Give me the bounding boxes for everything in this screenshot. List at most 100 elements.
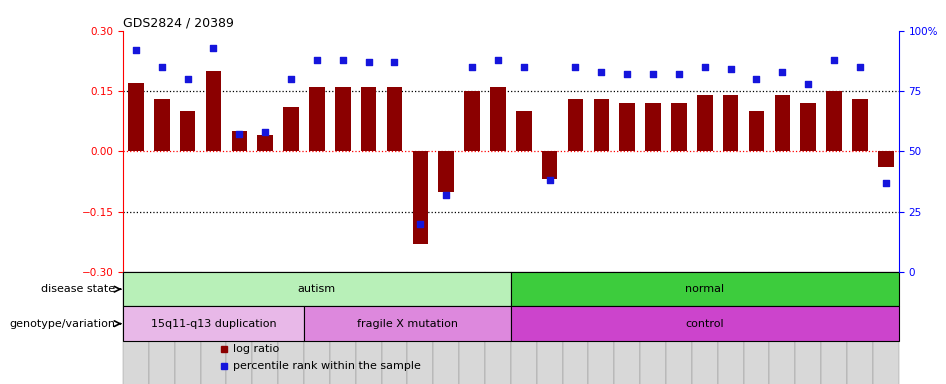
Bar — [614, 272, 640, 384]
Bar — [381, 272, 408, 384]
Text: disease state: disease state — [41, 284, 115, 294]
Bar — [588, 272, 614, 384]
Bar — [490, 87, 506, 151]
Text: percentile rank within the sample: percentile rank within the sample — [233, 361, 421, 371]
Point — [439, 192, 454, 198]
Bar — [180, 111, 196, 151]
Point — [723, 66, 738, 73]
Bar — [563, 272, 588, 384]
Bar — [852, 99, 867, 151]
Bar — [459, 272, 485, 384]
Bar — [149, 272, 175, 384]
Bar — [232, 131, 247, 151]
Text: genotype/variation: genotype/variation — [9, 319, 115, 329]
Bar — [123, 272, 511, 306]
Bar — [536, 272, 563, 384]
Point — [517, 64, 532, 70]
Point — [180, 76, 195, 82]
Bar — [175, 272, 201, 384]
Bar — [748, 111, 764, 151]
Bar — [511, 306, 899, 341]
Bar — [516, 111, 532, 151]
Bar — [511, 272, 536, 384]
Bar — [593, 99, 609, 151]
Point — [620, 71, 635, 77]
Point — [129, 47, 144, 53]
Bar — [796, 272, 821, 384]
Bar — [360, 87, 377, 151]
Point — [568, 64, 583, 70]
Bar — [304, 272, 330, 384]
Bar — [257, 135, 273, 151]
Point — [154, 64, 169, 70]
Bar — [304, 306, 511, 341]
Bar — [485, 272, 511, 384]
Bar — [387, 87, 402, 151]
Point — [852, 64, 867, 70]
Bar — [718, 272, 744, 384]
Point — [361, 59, 377, 65]
Bar — [645, 103, 661, 151]
Point — [800, 81, 815, 87]
Point — [594, 69, 609, 75]
Bar — [769, 272, 796, 384]
Bar — [847, 272, 873, 384]
Bar — [511, 272, 899, 306]
Text: fragile X mutation: fragile X mutation — [357, 319, 458, 329]
Bar — [826, 91, 842, 151]
Point — [232, 131, 247, 137]
Point — [542, 177, 557, 184]
Bar — [723, 95, 739, 151]
Bar — [775, 95, 790, 151]
Bar — [821, 272, 847, 384]
Point — [257, 129, 272, 135]
Bar — [123, 306, 304, 341]
Point — [878, 180, 893, 186]
Bar — [154, 99, 169, 151]
Point — [490, 56, 505, 63]
Text: autism: autism — [298, 284, 336, 294]
Point — [672, 71, 687, 77]
Text: 15q11-q13 duplication: 15q11-q13 duplication — [150, 319, 276, 329]
Bar — [123, 272, 149, 384]
Bar — [878, 151, 894, 167]
Bar — [412, 151, 429, 244]
Point — [284, 76, 299, 82]
Point — [697, 64, 712, 70]
Point — [827, 56, 842, 63]
Bar — [283, 107, 299, 151]
Bar — [433, 272, 459, 384]
Bar — [800, 103, 816, 151]
Bar — [201, 272, 226, 384]
Bar — [330, 272, 356, 384]
Bar — [205, 71, 221, 151]
Point — [387, 59, 402, 65]
Bar — [542, 151, 557, 179]
Bar — [278, 272, 304, 384]
Bar — [408, 272, 433, 384]
Text: GDS2824 / 20389: GDS2824 / 20389 — [123, 17, 234, 30]
Bar — [335, 87, 351, 151]
Point — [335, 56, 350, 63]
Point — [412, 221, 428, 227]
Bar — [253, 272, 278, 384]
Bar — [356, 272, 381, 384]
Point — [749, 76, 764, 82]
Bar — [464, 91, 480, 151]
Bar — [226, 272, 253, 384]
Text: control: control — [686, 319, 724, 329]
Point — [464, 64, 480, 70]
Point — [645, 71, 660, 77]
Text: log ratio: log ratio — [233, 344, 279, 354]
Text: normal: normal — [685, 284, 725, 294]
Bar — [568, 99, 584, 151]
Bar — [640, 272, 666, 384]
Bar — [309, 87, 324, 151]
Point — [309, 56, 324, 63]
Point — [206, 45, 221, 51]
Bar — [873, 272, 899, 384]
Bar — [692, 272, 718, 384]
Bar — [666, 272, 692, 384]
Bar — [128, 83, 144, 151]
Bar — [744, 272, 769, 384]
